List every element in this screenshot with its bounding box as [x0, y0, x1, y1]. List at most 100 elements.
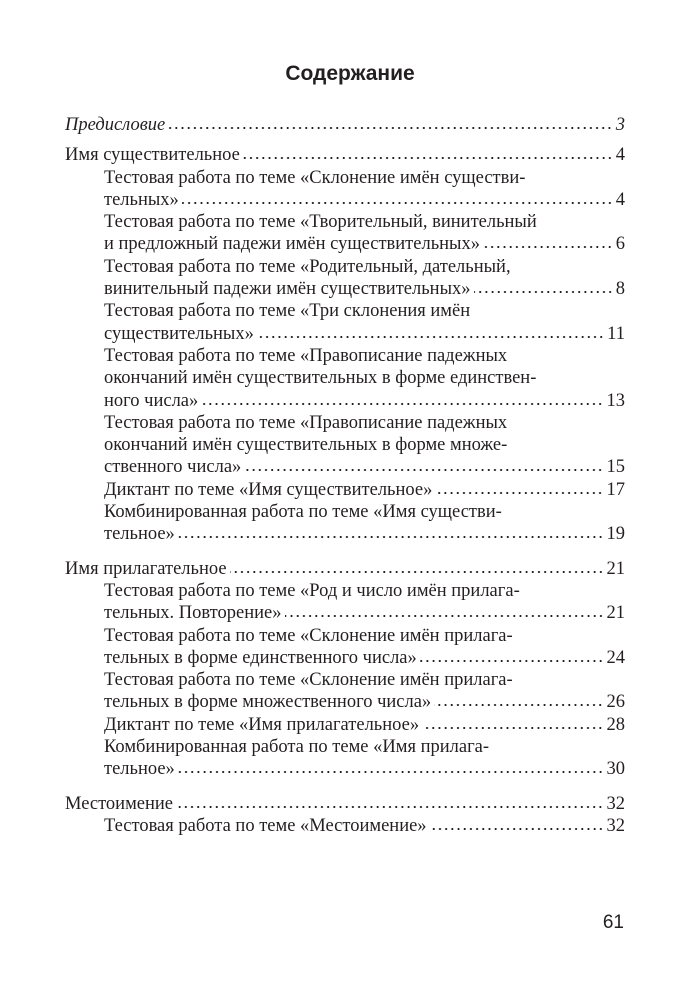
entry-line: Комбинированная работа по теме «Имя суще…: [65, 501, 625, 523]
entry-text: Тестовая работа по теме «Творительный, в…: [104, 212, 537, 233]
entry-page-number: 26: [606, 692, 626, 713]
entry-line: тельных» 4: [65, 189, 625, 211]
entry-page-number: 32: [606, 793, 626, 814]
entry-text: Тестовая работа по теме «Правописание па…: [104, 412, 508, 433]
entry-line: Предисловие 3: [65, 114, 625, 136]
entry-text: Тестовая работа по теме «Местоимение»: [104, 815, 427, 836]
entry-line: Тестовая работа по теме «Три склонения и…: [65, 300, 625, 322]
entry-line: Тестовая работа по теме «Правописание па…: [65, 412, 625, 434]
entry-page-number: 11: [607, 323, 625, 344]
section-heading-entry[interactable]: Местоимение 32: [65, 793, 625, 815]
entry-text: тельное»: [104, 759, 175, 780]
entry-text: Тестовая работа по теме «Правописание па…: [104, 345, 508, 366]
entry-line: тельное» 30: [65, 758, 625, 780]
section-heading-entry[interactable]: Имя существительное 4: [65, 144, 625, 166]
entry-text: винительный падежи имён существительных»: [104, 279, 471, 300]
toc-section: Имя существительное 4 Тестовая работа по т…: [65, 144, 625, 545]
entry-text: Местоимение: [65, 793, 174, 814]
entry-text: тельных в форме единственного числа»: [104, 647, 417, 668]
entry-text: тельное»: [104, 524, 175, 545]
entry-line: окончаний имён существительных в форме е…: [65, 367, 625, 389]
toc-entry[interactable]: Тестовая работа по теме «Правописание па…: [65, 345, 625, 412]
entry-page-number: 8: [615, 279, 625, 300]
entry-text: и предложный падежи имён существительных…: [104, 234, 480, 255]
dot-leader: [177, 770, 604, 775]
entry-text: Диктант по теме «Имя прилагательное»: [104, 714, 420, 735]
entry-text: Комбинированная работа по теме «Имя суще…: [104, 502, 502, 523]
entry-line: тельных. Повторение» 21: [65, 602, 625, 624]
entry-line: ственного числа» 15: [65, 456, 625, 478]
entry-line: существительных» 11: [65, 323, 625, 345]
entry-line: Диктант по теме «Имя прилагательное» 28: [65, 714, 625, 736]
entry-text: Имя прилагательное: [65, 558, 227, 579]
entry-line: Тестовая работа по теме «Местоимение» 32: [65, 815, 625, 837]
page-number: 61: [602, 912, 624, 933]
toc-entry[interactable]: Тестовая работа по теме «Род и число имё…: [65, 580, 625, 625]
toc-entry[interactable]: Комбинированная работа по теме «Имя суще…: [65, 501, 625, 546]
toc-section: Имя прилагательное 21 Тестовая работа по т…: [65, 558, 625, 781]
entry-line: и предложный падежи имён существительных…: [65, 233, 625, 255]
toc-entry[interactable]: Комбинированная работа по теме «Имя прил…: [65, 736, 625, 781]
entry-page-number: 24: [606, 647, 626, 668]
toc-entry[interactable]: Тестовая работа по теме «Родительный, да…: [65, 256, 625, 301]
entry-line: окончаний имён существительных в форме м…: [65, 434, 625, 456]
toc-entry[interactable]: Тестовая работа по теме «Творительный, в…: [65, 211, 625, 256]
entry-page-number: 28: [606, 714, 626, 735]
entry-page-number: 15: [606, 457, 626, 478]
entry-line: Имя прилагательное 21: [65, 558, 625, 580]
toc-entry[interactable]: Тестовая работа по теме «Склонение имён …: [65, 167, 625, 212]
dot-leader: [168, 126, 613, 130]
entry-line: ного числа» 13: [65, 390, 625, 412]
table-of-contents: Предисловие 3 Имя существительное 4 Тестовая…: [65, 114, 625, 837]
dot-leader: [176, 804, 604, 809]
entry-line: Тестовая работа по теме «Склонение имён …: [65, 669, 625, 691]
entry-line: Тестовая работа по теме «Родительный, да…: [65, 256, 625, 278]
dot-leader: [434, 703, 604, 708]
entry-text: Комбинированная работа по теме «Имя прил…: [104, 737, 490, 758]
toc-entry[interactable]: Тестовая работа по теме «Местоимение» 32: [65, 815, 625, 837]
entry-page-number: 3: [615, 115, 625, 135]
entry-page-number: 6: [615, 234, 625, 255]
dot-leader: [181, 200, 613, 205]
dot-leader: [435, 490, 604, 495]
dot-leader: [177, 535, 604, 540]
section-heading-entry[interactable]: Имя прилагательное 21: [65, 558, 625, 580]
entry-text: Тестовая работа по теме «Склонение имён …: [104, 670, 513, 691]
entry-text: существительных»: [104, 323, 254, 344]
dot-leader: [244, 468, 604, 473]
entry-page-number: 4: [615, 145, 625, 166]
entry-line: Тестовая работа по теме «Склонение имён …: [65, 167, 625, 189]
entry-line: винительный падежи имён существительных»…: [65, 278, 625, 300]
entry-text: ного числа»: [104, 390, 199, 411]
entry-line: тельное» 19: [65, 523, 625, 545]
entry-text: Тестовая работа по теме «Склонение имён …: [104, 625, 513, 646]
entry-text: Тестовая работа по теме «Род и число имё…: [104, 580, 520, 601]
section-heading-entry[interactable]: Предисловие 3: [65, 114, 625, 136]
entry-text: Имя существительное: [65, 145, 240, 166]
entry-text: Предисловие: [65, 115, 166, 135]
entry-text: Тестовая работа по теме «Родительный, да…: [104, 256, 511, 277]
entry-text: тельных. Повторение»: [104, 603, 282, 624]
entry-text: окончаний имён существительных в форме м…: [104, 435, 508, 456]
toc-entry[interactable]: Тестовая работа по теме «Три склонения и…: [65, 300, 625, 345]
entry-text: Тестовая работа по теме «Склонение имён …: [104, 167, 526, 188]
toc-entry[interactable]: Диктант по теме «Имя прилагательное» 28: [65, 714, 625, 736]
entry-text: ственного числа»: [104, 457, 242, 478]
entry-page-number: 13: [606, 390, 626, 411]
entry-page-number: 32: [606, 815, 626, 836]
toc-section: Местоимение 32 Тестовая работа по теме «Ме…: [65, 793, 625, 838]
dot-leader: [242, 156, 613, 161]
toc-entry[interactable]: Диктант по теме «Имя существительное» 17: [65, 479, 625, 501]
entry-text: тельных»: [104, 189, 179, 210]
entry-text: тельных в форме множественного числа»: [104, 692, 432, 713]
dot-leader: [284, 614, 604, 619]
entry-line: Тестовая работа по теме «Склонение имён …: [65, 625, 625, 647]
entry-line: Диктант по теме «Имя существительное» 17: [65, 479, 625, 501]
entry-text: окончаний имён существительных в форме е…: [104, 368, 537, 389]
dot-leader: [473, 290, 613, 295]
toc-entry[interactable]: Тестовая работа по теме «Склонение имён …: [65, 669, 625, 714]
dot-leader: [482, 245, 613, 250]
toc-entry[interactable]: Тестовая работа по теме «Склонение имён …: [65, 625, 625, 670]
toc-entry[interactable]: Тестовая работа по теме «Правописание па…: [65, 412, 625, 479]
entry-line: Тестовая работа по теме «Творительный, в…: [65, 211, 625, 233]
